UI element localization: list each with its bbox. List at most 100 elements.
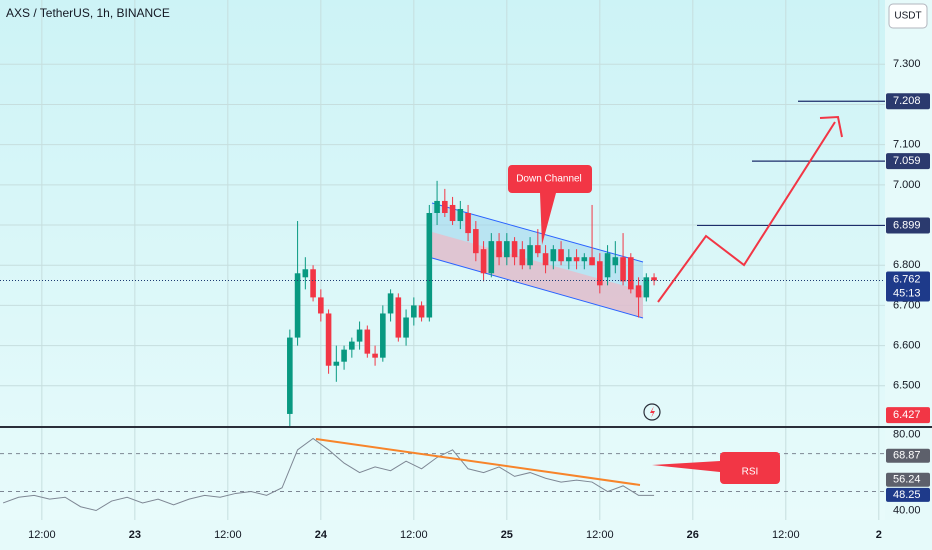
rsi-callout	[652, 452, 780, 484]
marks	[0, 100, 885, 512]
x-tick-label: 2	[876, 529, 882, 541]
annotation-text: Down Channel	[516, 174, 582, 185]
low-marker-label: 6.427	[893, 409, 921, 421]
candle-body	[527, 245, 533, 266]
candle-body	[333, 361, 340, 366]
candle-body	[325, 313, 332, 366]
candle-body	[496, 241, 502, 258]
y-tick-label: 6.600	[893, 340, 921, 352]
candle-body	[457, 208, 464, 222]
candle-body	[395, 297, 402, 338]
candle-body	[403, 317, 409, 338]
candle-body	[511, 241, 518, 258]
candle-body	[411, 305, 417, 318]
rsi-annotation: RSI	[742, 467, 759, 478]
candle-body	[310, 269, 316, 298]
x-tick-label: 26	[687, 529, 699, 541]
candle-body	[628, 257, 634, 290]
candle-body	[566, 257, 572, 262]
y-tick-label: 6.500	[893, 380, 921, 392]
current-price-label: 6.762	[893, 273, 921, 285]
candle-body	[519, 249, 526, 266]
candle-body	[651, 277, 657, 281]
arrow-head	[819, 115, 843, 138]
low-marker-box	[886, 407, 930, 424]
x-tick-label: 25	[501, 529, 513, 541]
candle-body	[318, 297, 324, 314]
candle-body	[387, 293, 394, 314]
candle-body	[449, 204, 456, 222]
candle-body	[488, 241, 495, 274]
candle-body	[581, 257, 588, 262]
candle-body	[372, 353, 378, 358]
candle-body	[635, 285, 642, 298]
y-tick-label: 40.00	[893, 504, 921, 516]
alert-bolt	[650, 406, 655, 418]
y-tick-label: 6.700	[893, 299, 921, 311]
x-tick-label: 12:00	[772, 529, 800, 541]
y-tick-label: 7.300	[893, 58, 921, 70]
candle-body	[341, 349, 347, 362]
candle-body	[620, 257, 626, 282]
rsi-line	[2, 437, 655, 512]
indicator-box	[886, 448, 930, 463]
time-axis-background	[0, 520, 885, 550]
rsi-trendline	[315, 438, 641, 486]
candle-body	[604, 253, 611, 278]
currency-label: USDT	[894, 11, 921, 22]
candle-body	[349, 341, 355, 350]
candle-body	[380, 313, 386, 358]
y-tick-label: 7.100	[893, 139, 921, 151]
candle-body	[287, 337, 293, 414]
currency-box	[888, 3, 928, 29]
candle-body	[426, 213, 433, 318]
current-price-box	[886, 271, 930, 302]
indicator-box	[886, 487, 930, 502]
x-tick-label: 12:00	[586, 529, 614, 541]
countdown-label: 45:13	[893, 287, 921, 299]
candle-body	[597, 261, 603, 286]
pane-separator	[0, 426, 932, 428]
indicator-label: 68.87	[893, 450, 921, 462]
y-tick-label: 80.00	[893, 429, 921, 441]
indicator-label: 56.24	[893, 474, 921, 486]
candle-body	[480, 249, 487, 274]
candle-body	[473, 229, 479, 254]
candles	[287, 180, 657, 426]
indicator-box	[886, 472, 930, 487]
price-level-label: 7.059	[893, 155, 921, 167]
projection-arrow	[657, 121, 836, 303]
candle-body	[535, 245, 541, 254]
x-tick-label: 12:00	[400, 529, 428, 541]
price-level-box	[886, 153, 930, 170]
candle-body	[504, 241, 510, 258]
x-tick-label: 24	[315, 529, 328, 541]
candle-body	[550, 249, 557, 262]
price-level-box	[886, 93, 930, 110]
x-tick-label: 12:00	[28, 529, 56, 541]
indicator-label: 48.25	[893, 489, 921, 501]
candle-body	[542, 253, 549, 266]
y-tick-label: 7.000	[893, 179, 921, 191]
candle-body	[364, 329, 371, 354]
candle-body	[434, 200, 440, 213]
chart-title: AXS / TetherUS, 1h, BINANCE	[6, 6, 170, 20]
price-level-label: 7.208	[893, 95, 921, 107]
channel-bottom-line	[431, 257, 644, 319]
alert-icon	[643, 403, 661, 421]
annotation-callout	[508, 165, 592, 245]
x-tick-label: 12:00	[214, 529, 242, 541]
candle-body	[302, 269, 309, 278]
candle-body	[356, 329, 363, 342]
candle-body	[643, 277, 650, 298]
candle-body	[442, 200, 448, 213]
candle-body	[612, 257, 619, 266]
price-level-label: 6.899	[893, 219, 921, 231]
candle-body	[573, 257, 580, 262]
price-level-box	[886, 217, 930, 234]
candle-body	[589, 257, 595, 266]
axis-labels: 12:00 23 12:00 24 12:00 25 12:00 26 12:00 2 6.500 6…	[28, 58, 930, 541]
x-tick-label: 23	[129, 529, 141, 541]
